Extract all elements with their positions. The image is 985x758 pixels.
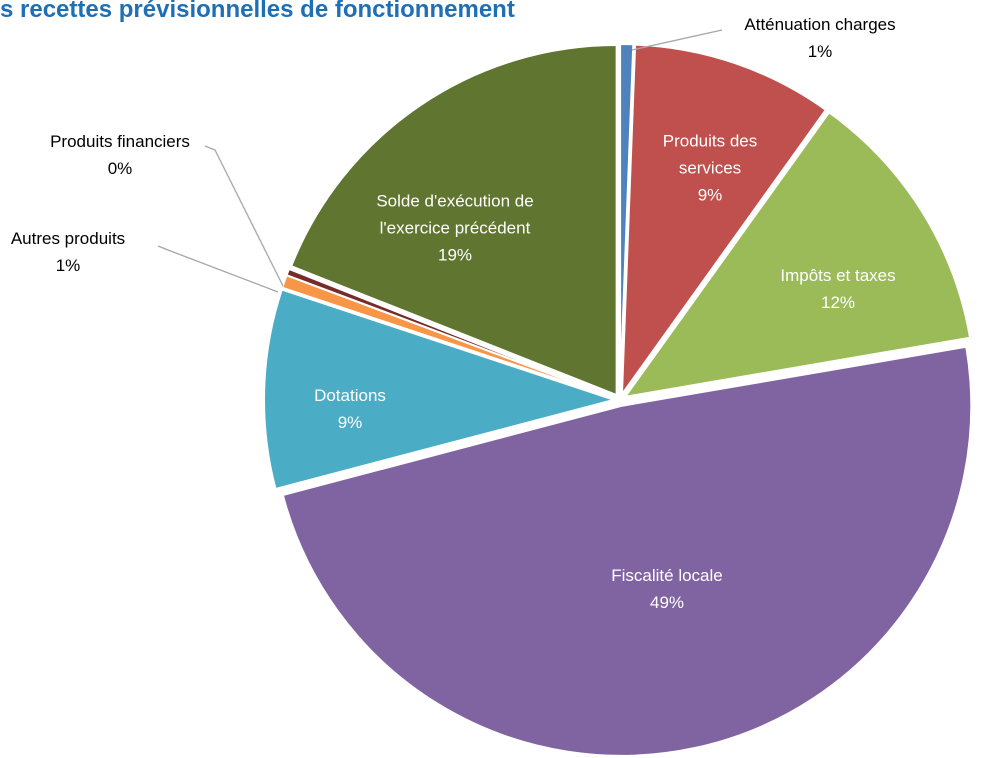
value-label: 19% — [437, 245, 473, 265]
pie-slice — [619, 43, 635, 395]
value-label: 1% — [807, 42, 833, 61]
data-label: Fiscalité locale 49% — [567, 562, 767, 616]
category-label: Solde d'exécution de l'exercice précéden… — [376, 191, 534, 238]
category-label: Produits des services — [662, 131, 758, 178]
data-label: Impôts et taxes 12% — [738, 262, 938, 316]
category-label: Fiscalité locale — [611, 566, 723, 585]
value-label: 12% — [820, 293, 856, 312]
category-label: Autres produits — [10, 229, 126, 248]
data-label: Produits financiers 0% — [20, 128, 220, 182]
value-label: 49% — [649, 593, 685, 612]
chart-title: s recettes prévisionnelles de fonctionne… — [0, 0, 515, 23]
pie-slice — [285, 267, 615, 399]
pie-slice — [622, 110, 972, 399]
category-label: Dotations — [314, 386, 386, 405]
value-label: 9% — [337, 413, 363, 432]
data-label: Solde d'exécution de l'exercice précéden… — [350, 188, 560, 269]
data-label: Dotations 9% — [275, 382, 425, 436]
value-label: 0% — [107, 159, 133, 178]
data-label: Autres produits 1% — [0, 225, 168, 279]
leader-line — [631, 29, 723, 51]
value-label: 1% — [55, 256, 81, 275]
leader-line — [204, 145, 284, 287]
category-label: Impôts et taxes — [780, 266, 896, 285]
leader-line — [157, 245, 279, 293]
pie-slice — [281, 345, 973, 757]
category-label: Atténuation charges — [744, 15, 896, 34]
data-label: Atténuation charges 1% — [720, 11, 920, 65]
category-label: Produits financiers — [50, 132, 190, 151]
pie-slice — [289, 44, 618, 397]
pie-slice — [263, 288, 618, 491]
data-label: Produits des services 9% — [645, 128, 775, 209]
value-label: 9% — [697, 185, 723, 205]
